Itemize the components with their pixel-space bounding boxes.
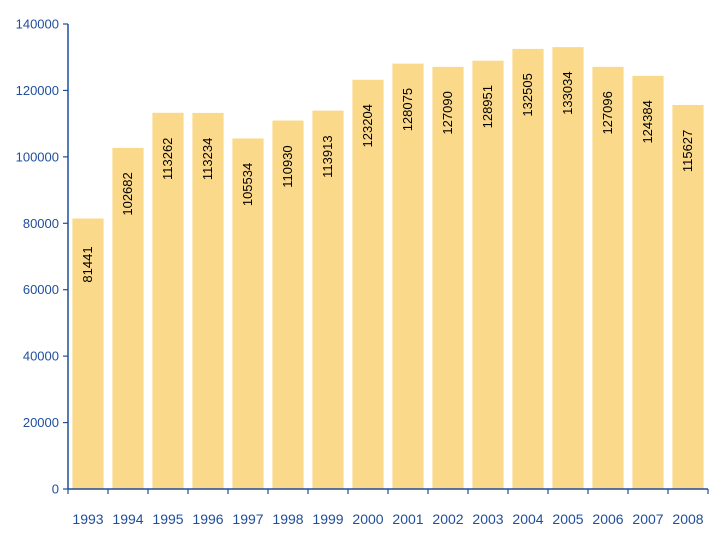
data-label-2005: 133034 bbox=[560, 71, 575, 114]
data-label-2004: 132505 bbox=[520, 73, 535, 116]
y-axis: 0 20000 40000 60000 80000 100000 120000 140000 bbox=[16, 17, 69, 497]
x-tick-label: 1995 bbox=[152, 511, 183, 527]
bar-1998 bbox=[272, 120, 304, 490]
data-label-2000: 123204 bbox=[360, 104, 375, 147]
x-tick-label: 1996 bbox=[192, 511, 223, 527]
bar-2008 bbox=[672, 104, 704, 489]
x-tick-label: 1994 bbox=[112, 511, 143, 527]
x-tick-label: 2005 bbox=[552, 511, 583, 527]
bar-2004 bbox=[512, 48, 544, 490]
y-tick-label: 80000 bbox=[23, 216, 59, 231]
data-label-1998: 110930 bbox=[280, 145, 295, 187]
bar-2007 bbox=[632, 75, 664, 489]
x-tick-label: 2004 bbox=[512, 511, 543, 527]
bar-1994 bbox=[112, 147, 144, 489]
x-tick-label: 2008 bbox=[672, 511, 703, 527]
data-label-1995: 113262 bbox=[160, 138, 175, 180]
bar-2002 bbox=[432, 66, 464, 490]
x-tick-label: 1999 bbox=[312, 511, 343, 527]
bar-2000 bbox=[352, 79, 384, 489]
y-tick-label: 100000 bbox=[16, 149, 59, 164]
bar-1995 bbox=[152, 112, 184, 490]
data-label-2008: 115627 bbox=[680, 130, 695, 172]
x-tick-label: 2002 bbox=[432, 511, 463, 527]
x-tick-label: 2001 bbox=[392, 511, 423, 527]
bar-2005 bbox=[552, 47, 584, 489]
y-tick-label: 140000 bbox=[16, 17, 59, 32]
bars-group: 81441 102682 113262 113234 105534 110930 11391… bbox=[72, 47, 704, 490]
x-tick-label: 1993 bbox=[72, 511, 103, 527]
x-tick-label: 2003 bbox=[472, 511, 503, 527]
x-tick-label: 1997 bbox=[232, 511, 263, 527]
bar-2001 bbox=[392, 63, 424, 490]
y-tick-label: 0 bbox=[52, 482, 59, 497]
data-label-2001: 128075 bbox=[400, 88, 415, 131]
bar-1993 bbox=[72, 218, 104, 489]
y-tick-label: 20000 bbox=[23, 415, 59, 430]
x-tick-label: 1998 bbox=[272, 511, 303, 527]
data-label-1996: 113234 bbox=[200, 138, 215, 180]
x-axis: 1993 1994 1995 1996 1997 1998 1999 2000 2001 2002… bbox=[67, 488, 709, 527]
data-label-1993: 81441 bbox=[80, 246, 95, 282]
data-label-2003: 128951 bbox=[480, 85, 495, 128]
bar-1997 bbox=[232, 138, 264, 489]
x-tick-label: 2007 bbox=[632, 511, 663, 527]
y-tick-label: 120000 bbox=[16, 83, 59, 98]
data-label-2007: 124384 bbox=[640, 100, 655, 143]
bar-2003 bbox=[472, 60, 504, 490]
y-tick-label: 40000 bbox=[23, 349, 59, 364]
data-label-1994: 102682 bbox=[120, 172, 135, 215]
y-tick-label: 60000 bbox=[23, 282, 59, 297]
bar-1996 bbox=[192, 112, 224, 489]
bar-2006 bbox=[592, 66, 624, 489]
data-label-2002: 127090 bbox=[440, 91, 455, 134]
bar-1999 bbox=[312, 110, 344, 489]
data-label-1999: 113913 bbox=[320, 135, 335, 177]
x-tick-label: 2000 bbox=[352, 511, 383, 527]
data-label-1997: 105534 bbox=[240, 163, 255, 206]
data-label-2006: 127096 bbox=[600, 91, 615, 134]
x-tick-label: 2006 bbox=[592, 511, 623, 527]
